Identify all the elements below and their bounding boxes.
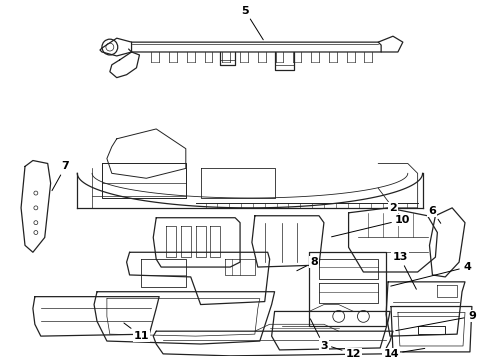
Text: 2: 2 (389, 203, 397, 223)
Text: 7: 7 (52, 161, 69, 191)
Text: 8: 8 (297, 257, 318, 271)
Text: 10: 10 (332, 215, 411, 237)
Text: 6: 6 (428, 206, 441, 223)
Text: 1: 1 (0, 359, 1, 360)
Text: 9: 9 (396, 311, 476, 331)
Text: 4: 4 (391, 262, 471, 286)
Text: 14: 14 (383, 348, 425, 359)
Text: 13: 13 (392, 252, 416, 289)
Text: 12: 12 (332, 347, 361, 359)
Text: 11: 11 (124, 323, 149, 341)
Text: 5: 5 (241, 5, 263, 40)
Text: 3: 3 (310, 319, 328, 351)
